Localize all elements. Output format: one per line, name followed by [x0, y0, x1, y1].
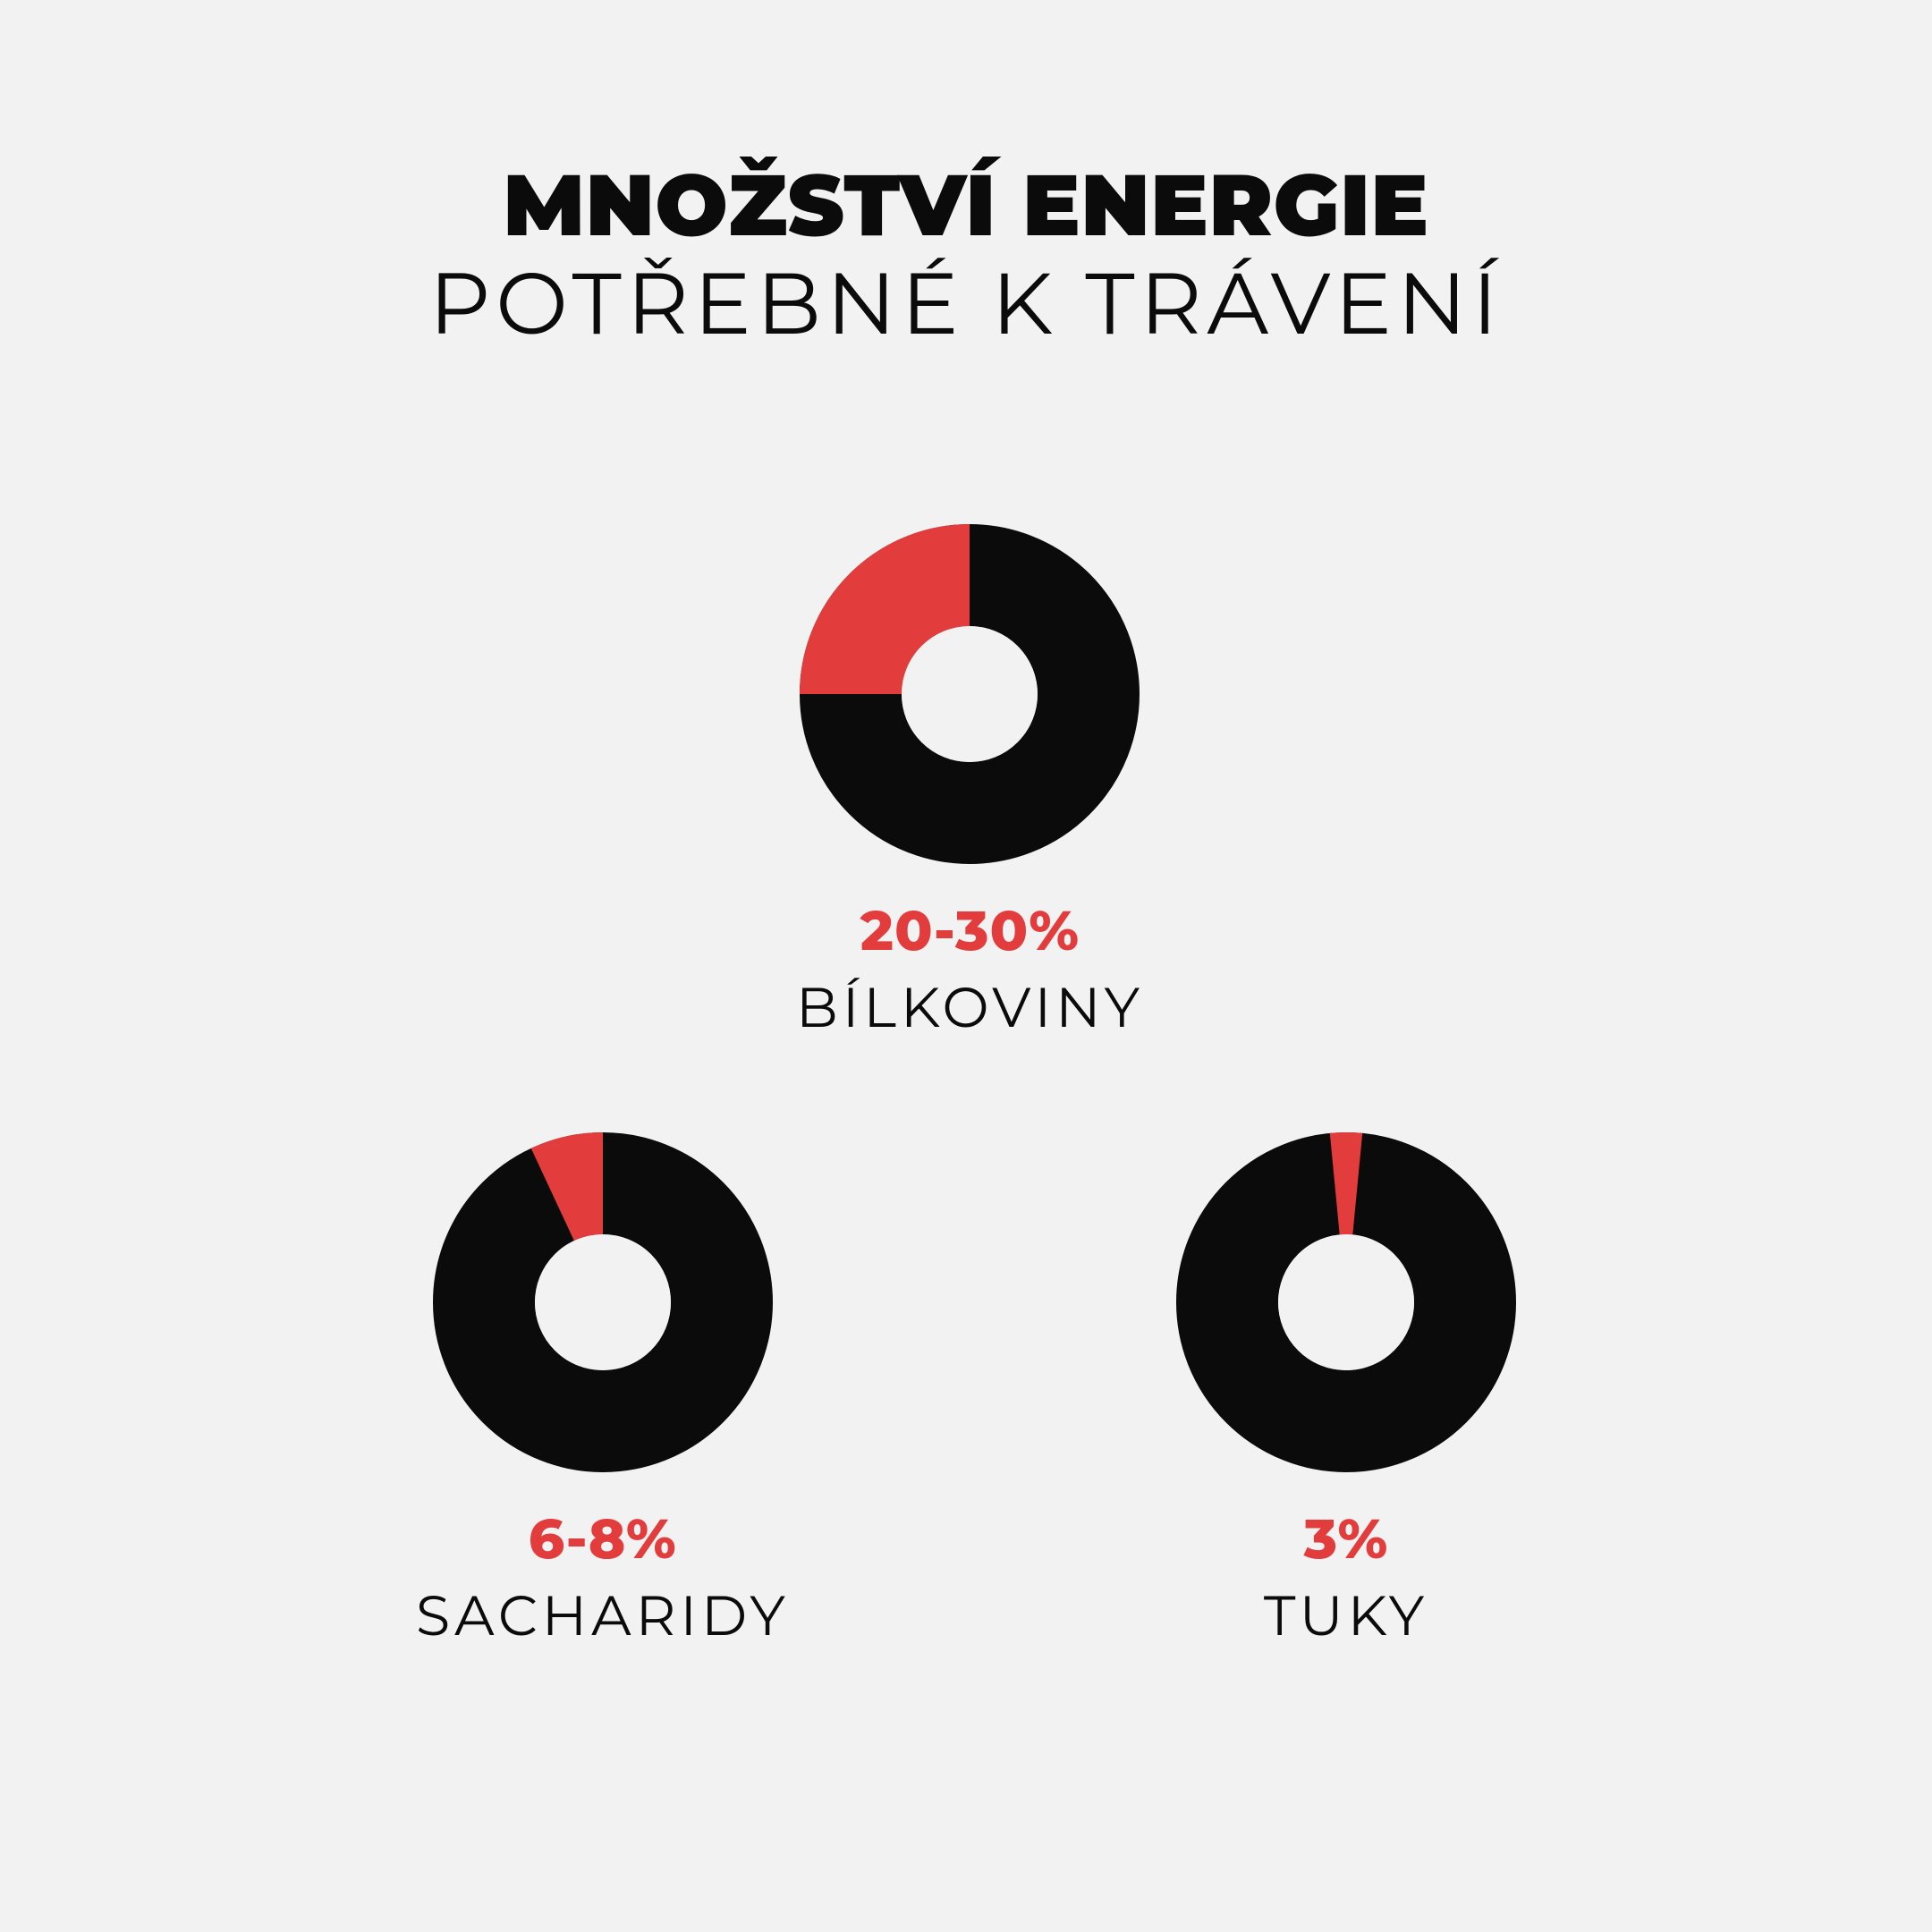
label-proteins: BÍLKOVINY [796, 973, 1144, 1041]
chart-fats: 3% TUKY [1176, 1132, 1516, 1649]
donut-proteins [800, 524, 1140, 864]
donut-carbs [433, 1132, 773, 1472]
chart-proteins: 20-30% BÍLKOVINY [796, 524, 1144, 1041]
donut-fats [1176, 1132, 1516, 1472]
title-line-2: POTŘEBNÉ K TRÁVENÍ [429, 255, 1504, 353]
page-title: MNOŽSTVÍ ENERGIE POTŘEBNÉ K TRÁVENÍ [429, 157, 1504, 354]
label-carbs: SACHARIDY [416, 1581, 790, 1649]
charts-container: 20-30% BÍLKOVINY 6-8% SACHARIDY 3% TUKY [0, 354, 1932, 1932]
pct-proteins: 20-30% [860, 896, 1080, 964]
pct-carbs: 6-8% [529, 1504, 677, 1572]
chart-carbs: 6-8% SACHARIDY [416, 1132, 790, 1649]
label-fats: TUKY [1264, 1581, 1428, 1649]
pct-fats: 3% [1304, 1504, 1389, 1572]
title-line-1: MNOŽSTVÍ ENERGIE [429, 157, 1504, 255]
